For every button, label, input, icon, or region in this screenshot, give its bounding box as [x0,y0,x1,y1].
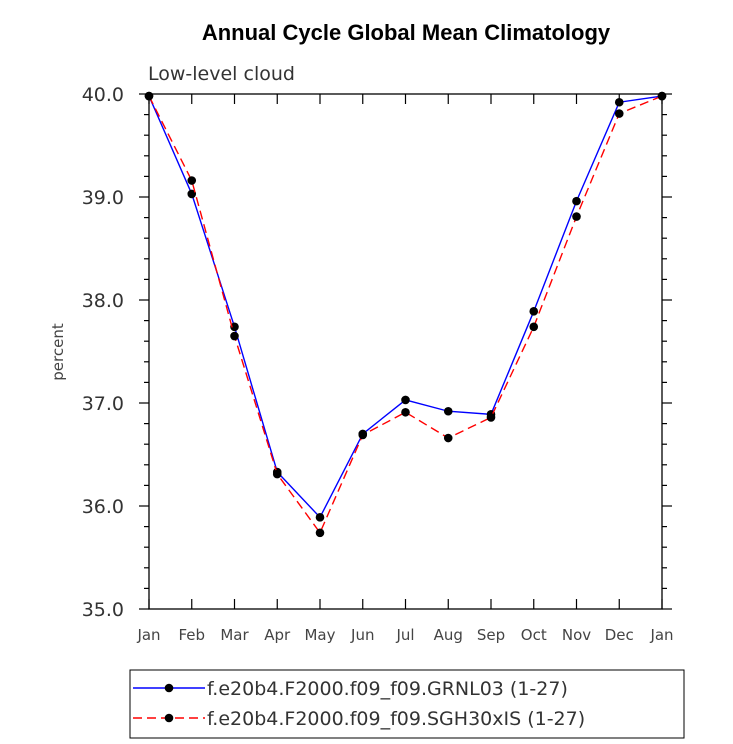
plot-frame [148,93,663,610]
x-tick-label: Nov [562,626,591,644]
x-tick-label: Oct [521,626,547,644]
x-tick-labels: Jan Feb Mar Apr May Jun Jul Aug Sep Oct Nov Dec Jan [136,626,673,644]
y-tick-labels: 35.0 36.0 37.0 38.0 39.0 40.0 [82,84,124,621]
series-2-point [486,413,496,422]
series-2-point [187,176,197,185]
series-2-point [272,469,282,479]
y-tick-label: 37.0 [82,393,124,415]
series-layer [144,91,667,538]
series-2-point [401,407,410,417]
legend: f.e20b4.F2000.f09_f09.GRNL03 (1-27) f.e20… [133,678,585,730]
y-tick-label: 38.0 [82,290,124,312]
legend-box [129,669,685,739]
series-2-point [315,528,325,538]
legend-label-1: f.e20b4.F2000.f09_f09.GRNL03 (1-27) [207,678,568,700]
series-2-point [529,322,539,332]
x-tick-label: Jan [649,626,673,644]
series-1-point [443,406,453,416]
series-2-point [230,331,239,341]
series-1-point [614,97,624,107]
series-2-point [358,430,368,440]
series-2-point [144,91,154,101]
series-2-point [443,433,453,443]
series-1-point [401,395,410,405]
y-tick-label: 35.0 [82,599,124,621]
x-tick-label: Apr [264,626,291,644]
x-tick-label: Sep [477,626,505,644]
legend-label-2: f.e20b4.F2000.f09_f09.SGH30xIS (1-27) [207,708,585,730]
plot-subtitle: Low-level cloud [148,63,295,85]
series-1-point [529,307,539,316]
series-1-point [187,189,197,199]
legend-swatch-marker-1 [164,683,174,693]
series-2-point [657,91,667,101]
chart-title: Annual Cycle Global Mean Climatology [202,20,611,45]
series-1-point [315,513,325,522]
series-line-2 [148,95,663,535]
y-axis-label: percent [49,323,67,381]
y-tick-label: 36.0 [82,496,124,518]
x-tick-label: Dec [605,626,634,644]
tick-layer [139,93,672,610]
x-tick-label: Jun [350,626,374,644]
y-tick-label: 40.0 [82,84,124,106]
x-tick-label: May [304,626,335,644]
series-1-point [572,196,581,206]
x-tick-label: Jan [136,626,160,644]
x-tick-label: Aug [434,626,463,644]
x-tick-label: Mar [220,626,249,644]
y-tick-label: 39.0 [82,187,124,209]
legend-swatch-marker-2 [164,713,174,723]
series-2-point [614,109,624,118]
x-tick-label: Feb [178,626,205,644]
series-2-point [572,212,581,221]
x-tick-label: Jul [395,626,414,644]
series-1-point [230,322,239,332]
